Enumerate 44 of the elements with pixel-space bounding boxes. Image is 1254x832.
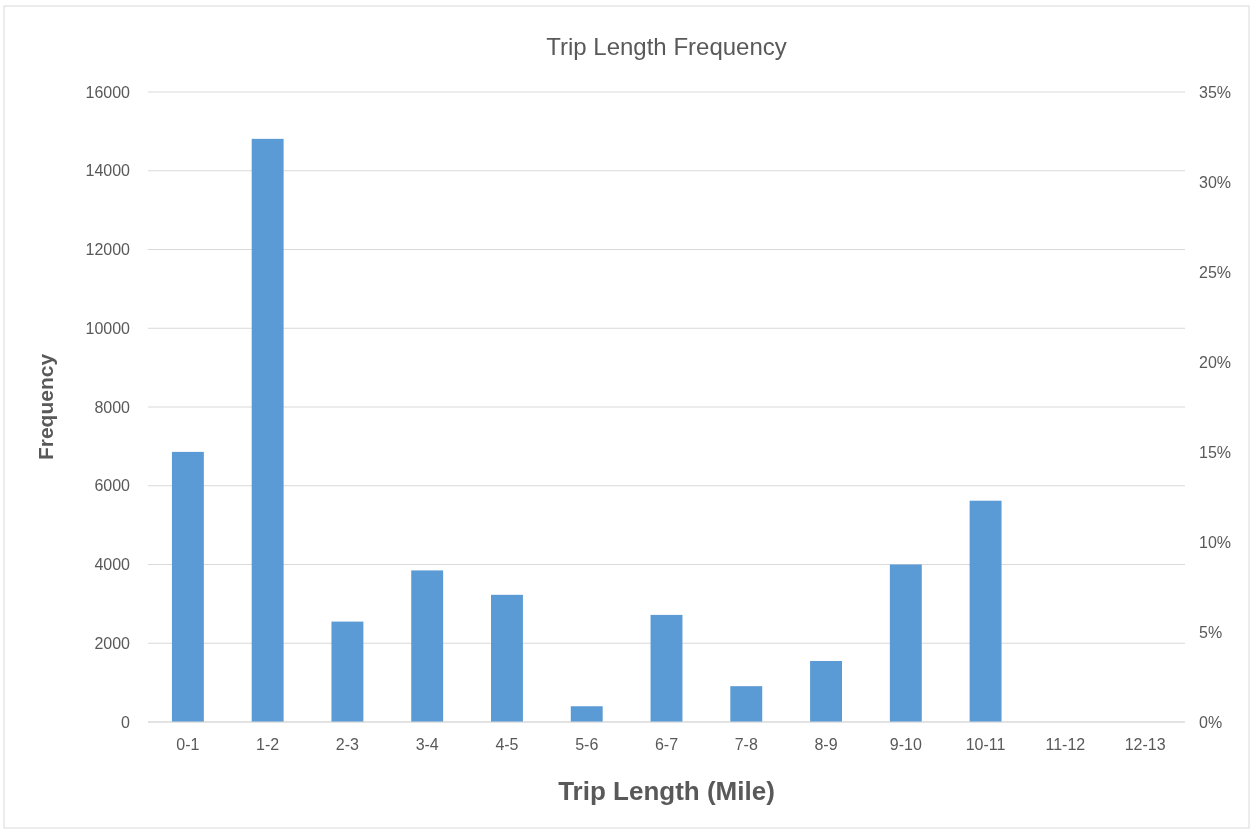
chart-title: Trip Length Frequency — [546, 33, 787, 60]
y-axis-title: Frequency — [34, 353, 57, 461]
bar — [491, 594, 523, 722]
bar — [331, 621, 364, 722]
x-tick-label: 12-13 — [1124, 736, 1166, 753]
y2-tick-label: 25% — [1199, 263, 1232, 281]
y2-tick-label: 35% — [1199, 83, 1232, 101]
bar — [570, 706, 603, 722]
x-tick-label: 6-7 — [654, 736, 679, 753]
x-tick-label: 10-11 — [965, 736, 1006, 753]
bar — [411, 570, 444, 722]
x-tick-label: 7-8 — [734, 736, 758, 753]
x-tick-label: 4-5 — [495, 736, 519, 753]
x-tick-label: 5-6 — [575, 736, 599, 753]
y2-tick-label: 10% — [1199, 533, 1232, 551]
x-tick-label: 11-12 — [1045, 736, 1086, 753]
bar — [730, 686, 763, 722]
y2-tick-label: 5% — [1199, 623, 1223, 641]
y-tick-label: 4000 — [94, 556, 131, 574]
bar — [251, 138, 284, 722]
y-tick-label: 6000 — [94, 477, 131, 495]
x-tick-label: 3-4 — [415, 736, 439, 753]
x-tick-label: 2-3 — [335, 736, 360, 753]
y2-tick-label: 30% — [1199, 173, 1232, 191]
bar — [810, 660, 842, 722]
y-tick-label: 16000 — [85, 83, 131, 101]
x-tick-label: 1-2 — [256, 736, 280, 753]
y-tick-label: 12000 — [85, 241, 131, 259]
bar — [650, 614, 683, 722]
bar — [969, 500, 1002, 722]
x-tick-label: 0-1 — [176, 736, 200, 753]
bar — [889, 564, 922, 722]
y2-tick-label: 15% — [1199, 443, 1232, 461]
y-tick-label: 10000 — [85, 319, 131, 337]
y-tick-label: 0 — [121, 713, 131, 731]
y-tick-label: 8000 — [94, 398, 131, 416]
x-tick-label: 8-9 — [814, 736, 838, 753]
y2-tick-label: 0% — [1199, 713, 1223, 731]
y2-tick-label: 20% — [1199, 353, 1232, 371]
y-tick-label: 2000 — [94, 634, 131, 652]
x-axis-title: Trip Length (Mile) — [558, 776, 775, 806]
x-tick-label: 9-10 — [889, 736, 922, 753]
y-tick-label: 14000 — [85, 162, 131, 180]
bar — [171, 451, 204, 722]
